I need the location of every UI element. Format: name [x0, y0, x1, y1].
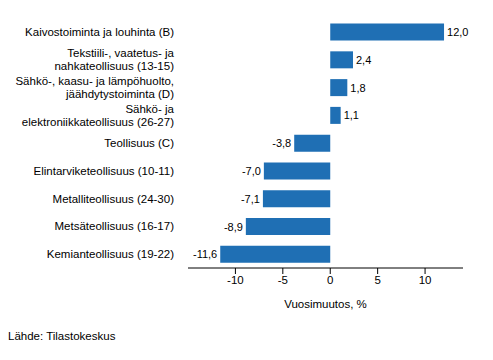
svg-text:Kaivostoiminta ja louhinta (B): Kaivostoiminta ja louhinta (B) [25, 26, 174, 38]
svg-text:Teollisuus (C): Teollisuus (C) [104, 137, 174, 149]
svg-text:1,8: 1,8 [350, 82, 365, 94]
html-text:Lähde: Tilastokeskus: Lähde: Tilastokeskus [8, 330, 116, 342]
svg-text:Metsäteollisuus (16-17): Metsäteollisuus (16-17) [54, 220, 174, 232]
svg-text:Vuosimuutos, %: Vuosimuutos, % [284, 298, 367, 310]
svg-text:5: 5 [374, 274, 380, 286]
svg-text:Sähkö-, kaasu- ja lämpöhuolto,: Sähkö-, kaasu- ja lämpöhuolto,jäähdytyst… [15, 75, 174, 100]
svg-text:-10: -10 [227, 274, 244, 286]
svg-text:Tekstiili-, vaatetus- janahkat: Tekstiili-, vaatetus- janahkateollisuus … [54, 47, 174, 72]
svg-text:12,0: 12,0 [447, 26, 468, 38]
svg-text:2,4: 2,4 [356, 54, 371, 66]
svg-text:-5: -5 [278, 274, 288, 286]
svg-text:Elintarviketeollisuus (10-11): Elintarviketeollisuus (10-11) [34, 165, 175, 177]
svg-text:10: 10 [419, 274, 432, 286]
svg-text:1,1: 1,1 [344, 109, 359, 121]
svg-text:-11,6: -11,6 [193, 248, 217, 260]
svg-text:Kemianteollisuus (19-22): Kemianteollisuus (19-22) [47, 248, 174, 260]
svg-text:-3,8: -3,8 [272, 137, 291, 149]
svg-text:-7,0: -7,0 [242, 165, 261, 177]
svg-text:Sähkö- jaelektroniikkateollisu: Sähkö- jaelektroniikkateollisuus (26-27) [22, 103, 175, 128]
svg-text:-8,9: -8,9 [224, 221, 243, 233]
svg-text:0: 0 [327, 274, 333, 286]
svg-text:-7,1: -7,1 [241, 193, 260, 205]
svg-text:Metalliteollisuus (24-30): Metalliteollisuus (24-30) [53, 193, 175, 205]
